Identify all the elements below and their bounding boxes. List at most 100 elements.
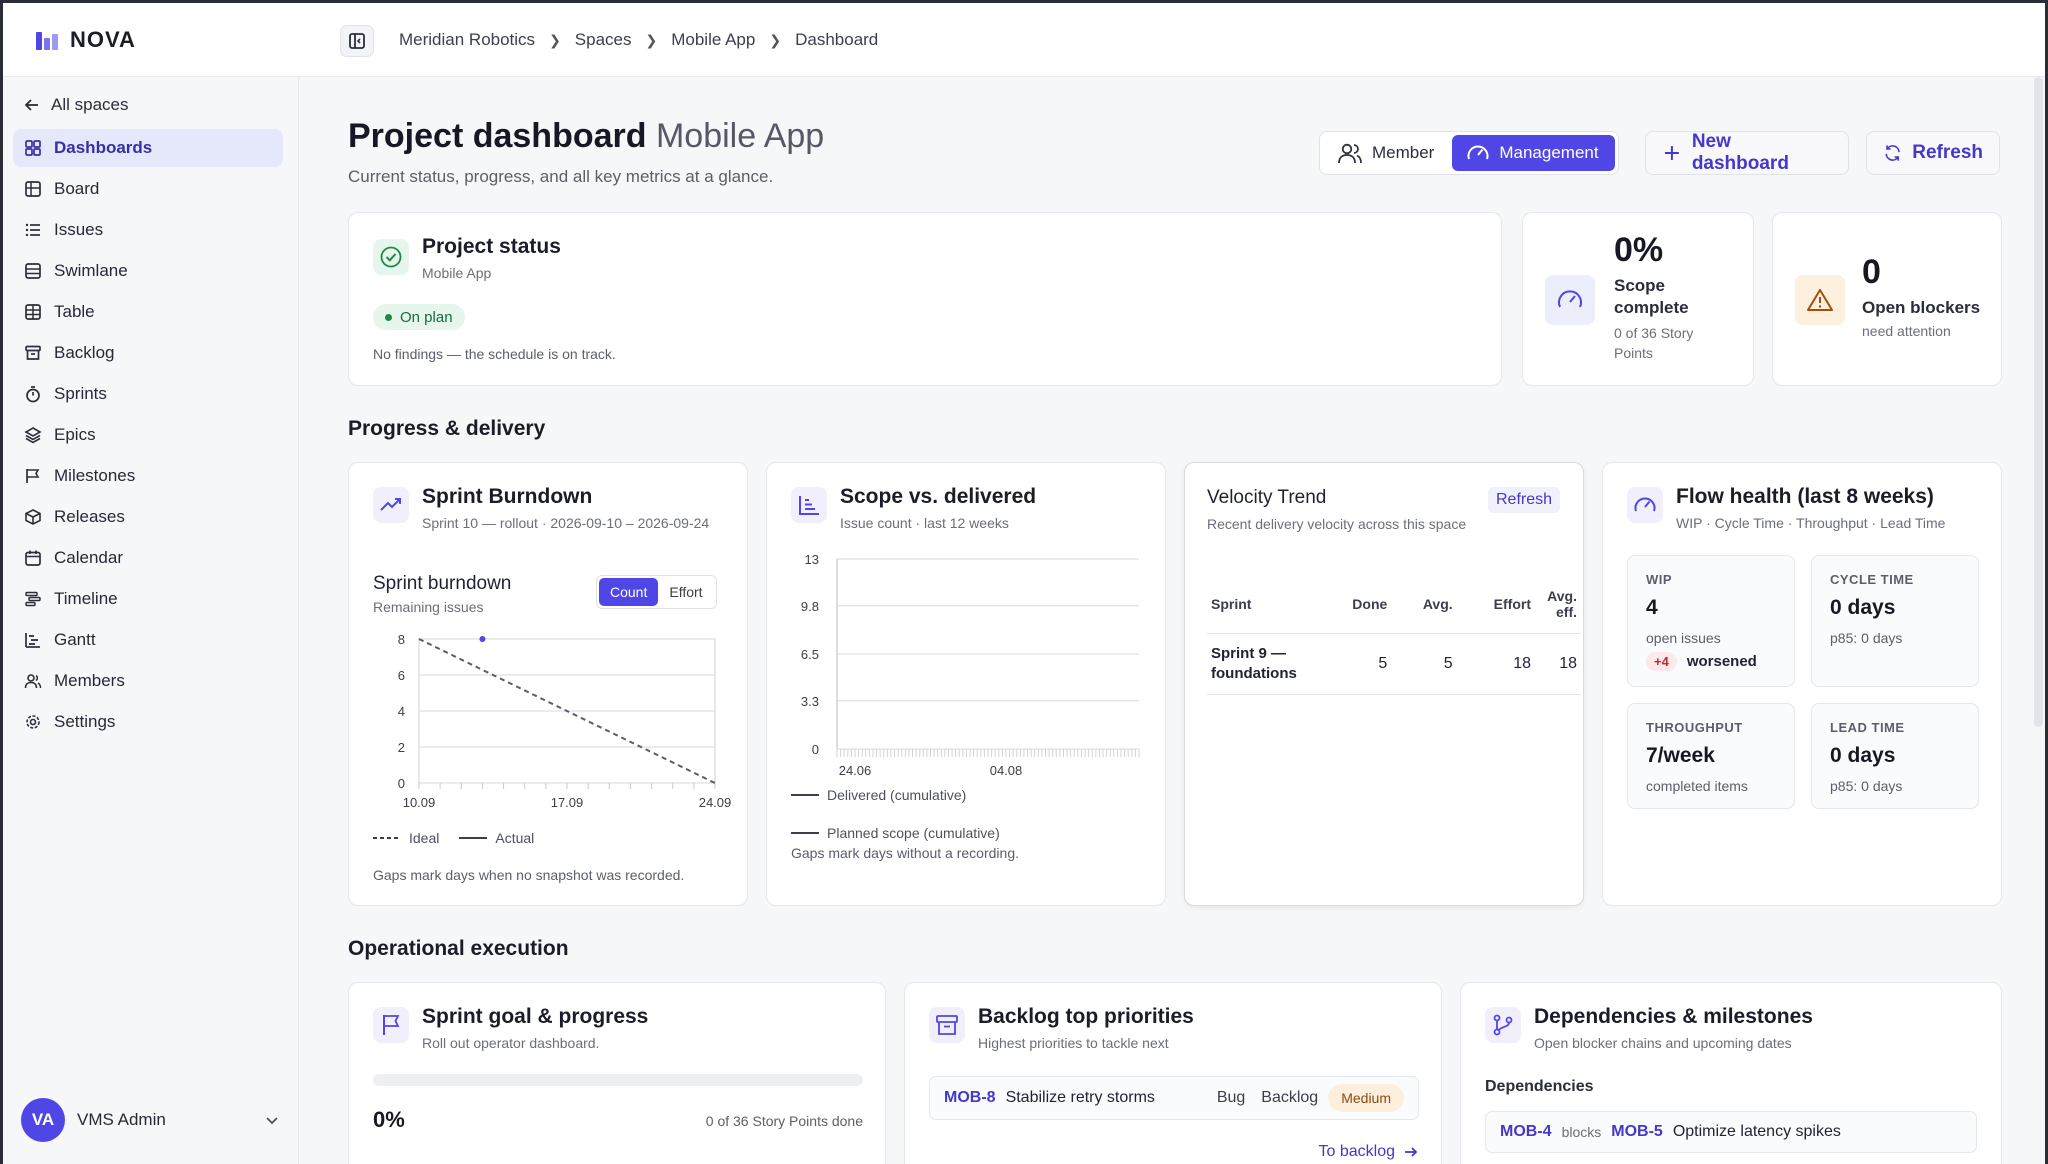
breadcrumb-spaces[interactable]: Spaces xyxy=(574,30,632,49)
page-title: Project dashboard Mobile App xyxy=(348,117,824,156)
cycle-time-tile: CYCLE TIME 0 days p85: 0 days xyxy=(1811,555,1979,687)
sprint-burndown-card: Sprint Burndown Sprint 10 — rollout · 20… xyxy=(348,462,748,906)
legend-planned-label: Planned scope (cumulative) xyxy=(827,825,1000,841)
sidebar-item-settings[interactable]: Settings xyxy=(13,703,283,741)
toggle-count-button[interactable]: Count xyxy=(599,578,659,606)
scope-complete-card: 0% Scope complete 0 of 36 Story Points xyxy=(1522,212,1754,386)
all-spaces-link[interactable]: All spaces xyxy=(23,95,128,115)
status-subtitle: Mobile App xyxy=(422,265,492,281)
gauge-icon xyxy=(1467,145,1489,160)
bar-chart-icon xyxy=(791,487,827,523)
check-circle-icon xyxy=(373,239,409,275)
gauge-icon xyxy=(1545,275,1595,325)
trending-up-icon xyxy=(373,487,409,523)
sidebar-item-calendar[interactable]: Calendar xyxy=(13,539,283,577)
sidebar-item-label: Issues xyxy=(54,220,104,239)
sidebar-item-swimlane[interactable]: Swimlane xyxy=(13,252,283,290)
view-switcher: Member Management xyxy=(1319,131,1619,175)
top-bar: NOVA Meridian Robotics ❯ Spaces ❯ Mobile… xyxy=(3,3,2045,77)
velocity-table: Sprint Done Avg. Effort Avg. eff. Sprint… xyxy=(1207,575,1581,695)
priority-badge: Medium xyxy=(1328,1084,1404,1112)
project-status-card: Project status Mobile App On plan No fin… xyxy=(348,212,1502,386)
sidebar-item-releases[interactable]: Releases xyxy=(13,498,283,536)
flow-health-card: Flow health (last 8 weeks) WIP · Cycle T… xyxy=(1602,462,2002,906)
sidebar-item-sprints[interactable]: Sprints xyxy=(13,375,283,413)
dep-from-key[interactable]: MOB-4 xyxy=(1500,1123,1552,1140)
status-badge-label: On plan xyxy=(400,308,453,326)
git-branch-icon xyxy=(1485,1007,1521,1043)
wip-trend: +4 worsened xyxy=(1646,652,1757,671)
sprint-goal-title: Sprint goal & progress xyxy=(422,1005,649,1028)
refresh-button[interactable]: Refresh xyxy=(1866,131,2000,175)
list-item[interactable]: MOB-4 blocks MOB-5 Optimize latency spik… xyxy=(1485,1111,1977,1153)
scrollbar-thumb[interactable] xyxy=(2034,77,2043,727)
scope-complete-label: Scope complete xyxy=(1614,276,1689,317)
sidebar-toggle-button[interactable] xyxy=(340,25,374,57)
scope-chart: 13 9.8 6.5 3.3 0 24.06 04.08 xyxy=(801,552,1140,778)
sidebar-item-dashboards[interactable]: Dashboards xyxy=(13,129,283,167)
y-tick-label: 0 xyxy=(398,776,405,791)
section-progress-title: Progress & delivery xyxy=(348,417,546,440)
breadcrumb-org[interactable]: Meridian Robotics xyxy=(399,30,536,49)
sprint-goal-card: Sprint goal & progress Roll out operator… xyxy=(348,982,886,1164)
open-blockers-label: Open blockers xyxy=(1862,298,1981,317)
x-tick-label: 17.09 xyxy=(551,795,584,810)
scope-complete-note: 0 of 36 Story Points xyxy=(1614,325,1694,361)
scope-title: Scope vs. delivered xyxy=(840,485,1037,508)
flow-subtitle: WIP · Cycle Time · Throughput · Lead Tim… xyxy=(1676,515,1946,531)
legend-delivered: Delivered (cumulative) xyxy=(791,787,966,803)
sidebar-item-label: Calendar xyxy=(54,548,123,567)
sidebar-item-epics[interactable]: Epics xyxy=(13,416,283,454)
sprint-goal-percent: 0% xyxy=(373,1107,405,1132)
sidebar-item-label: Swimlane xyxy=(54,261,128,280)
dependencies-card: Dependencies & milestones Open blocker c… xyxy=(1460,982,2002,1164)
logo-icon xyxy=(36,30,60,50)
arrow-right-icon xyxy=(1405,1147,1418,1157)
view-management-button[interactable]: Management xyxy=(1452,135,1615,171)
burndown-chart-title: Sprint burndown xyxy=(373,573,512,594)
section-operational-title: Operational execution xyxy=(348,937,569,960)
dep-to-key[interactable]: MOB-5 xyxy=(1611,1123,1663,1140)
user-menu[interactable]: VA VMS Admin xyxy=(21,1097,281,1143)
wip-label: WIP xyxy=(1646,572,1673,587)
table-icon xyxy=(25,304,41,320)
toggle-effort-button[interactable]: Effort xyxy=(669,584,703,600)
open-blockers-card: 0 Open blockers need attention xyxy=(1772,212,2002,386)
archive-icon xyxy=(25,345,41,360)
col-done: Done xyxy=(1317,575,1392,634)
arrow-left-icon xyxy=(24,99,38,111)
sidebar-item-issues[interactable]: Issues xyxy=(13,211,283,249)
y-tick-label: 8 xyxy=(398,632,405,647)
sidebar-item-label: Dashboards xyxy=(54,138,153,157)
y-tick-label: 9.8 xyxy=(801,599,819,614)
app-logo[interactable]: NOVA xyxy=(36,27,136,53)
sidebar-item-label: Epics xyxy=(54,425,96,444)
list-icon xyxy=(25,223,40,237)
sidebar-item-backlog[interactable]: Backlog xyxy=(13,334,283,372)
sidebar-item-table[interactable]: Table xyxy=(13,293,283,331)
sidebar-item-members[interactable]: Members xyxy=(13,662,283,700)
throughput-note: completed items xyxy=(1646,778,1748,794)
new-dashboard-button[interactable]: New dashboard xyxy=(1645,131,1849,175)
scrollbar[interactable] xyxy=(2031,77,2045,737)
sidebar-item-board[interactable]: Board xyxy=(13,170,283,208)
sidebar-item-milestones[interactable]: Milestones xyxy=(13,457,283,495)
chevron-right-icon: ❯ xyxy=(549,31,561,48)
breadcrumb-space[interactable]: Mobile App xyxy=(671,30,756,49)
sidebar-item-gantt[interactable]: Gantt xyxy=(13,621,283,659)
timer-icon xyxy=(26,386,40,403)
sidebar-item-label: Releases xyxy=(54,507,125,526)
to-backlog-link[interactable]: To backlog xyxy=(1319,1143,1420,1161)
issue-key[interactable]: MOB-8 xyxy=(944,1089,996,1106)
list-item[interactable]: MOB-8 Stabilize retry storms Bug Backlog… xyxy=(929,1076,1419,1120)
y-tick-label: 2 xyxy=(398,740,405,755)
sidebar-item-timeline[interactable]: Timeline xyxy=(13,580,283,618)
velocity-refresh-button[interactable]: Refresh xyxy=(1488,487,1561,513)
actual-point xyxy=(479,636,486,642)
y-tick-label: 4 xyxy=(398,704,405,719)
refresh-icon xyxy=(1885,145,1900,161)
view-member-button[interactable]: Member xyxy=(1323,135,1450,171)
y-tick-label: 6.5 xyxy=(801,647,819,662)
user-name: VMS Admin xyxy=(77,1110,166,1129)
new-dashboard-label: New dashboard xyxy=(1691,131,1789,174)
